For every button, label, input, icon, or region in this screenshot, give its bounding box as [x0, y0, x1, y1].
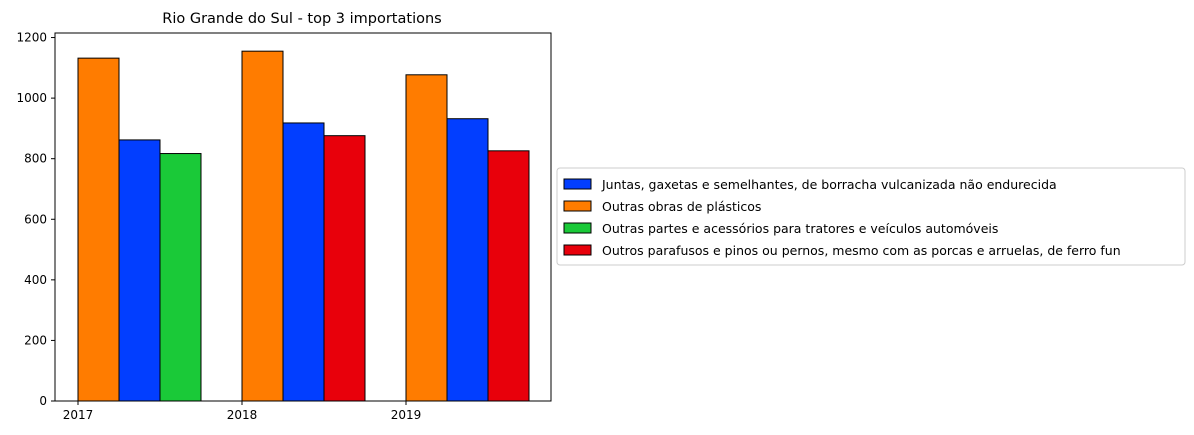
x-tick-label: 2019 — [391, 408, 422, 422]
legend-label-0: Juntas, gaxetas e semelhantes, de borrac… — [601, 177, 1057, 192]
bar-2017-series-0 — [118, 139, 161, 402]
bar-2018-series-0 — [282, 122, 325, 402]
bar-2019-series-1 — [405, 74, 448, 402]
x-axis: 2017 2018 2019 — [63, 401, 422, 422]
x-tick-label: 2017 — [63, 408, 94, 422]
y-tick-label: 200 — [24, 333, 47, 347]
legend-label-1: Outras obras de plásticos — [602, 199, 761, 214]
legend-label-2: Outras partes e acessórios para tratores… — [602, 221, 998, 236]
bar-2017-series-2 — [159, 153, 202, 402]
y-tick-label: 1200 — [16, 31, 47, 45]
chart-title: Rio Grande do Sul - top 3 importations — [162, 11, 441, 27]
x-tick-label: 2018 — [227, 408, 258, 422]
y-tick-label: 600 — [24, 212, 47, 226]
legend-swatch-3 — [563, 244, 592, 256]
legend-swatch-0 — [563, 178, 592, 190]
bar-2017-series-1 — [77, 57, 120, 402]
plot-frame — [54, 32, 552, 402]
bar-2018-series-1 — [241, 50, 284, 402]
y-tick-label: 1000 — [16, 91, 47, 105]
bar-2019-series-3 — [487, 150, 530, 402]
bar-2018-series-3 — [323, 135, 366, 402]
legend-swatch-1 — [563, 200, 592, 212]
bar-2019-series-0 — [446, 118, 489, 402]
legend: Juntas, gaxetas e semelhantes, de borrac… — [556, 167, 1186, 266]
y-axis: 0 200 400 600 800 1000 1200 — [16, 31, 55, 408]
y-tick-label: 800 — [24, 152, 47, 166]
legend-box — [556, 167, 1186, 266]
plot-area — [54, 32, 552, 402]
y-tick-label: 0 — [39, 394, 47, 408]
y-tick-label: 400 — [24, 273, 47, 287]
legend-swatch-2 — [563, 222, 592, 234]
legend-label-3: Outros parafusos e pinos ou pernos, mesm… — [602, 243, 1121, 258]
